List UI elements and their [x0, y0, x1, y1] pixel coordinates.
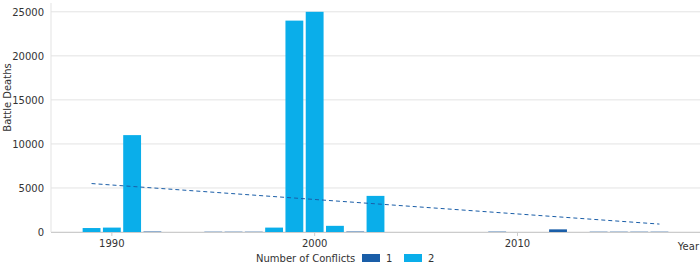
legend-swatch: [362, 254, 380, 262]
y-tick-label: 20000: [12, 51, 44, 62]
x-tick: [314, 232, 315, 236]
grid-line: [51, 11, 700, 12]
bar: [630, 231, 648, 232]
x-tick-label: 2010: [505, 238, 530, 249]
x-tick-label: 1990: [99, 238, 124, 249]
bar: [488, 231, 506, 232]
legend-swatch: [404, 254, 422, 262]
bar: [590, 231, 608, 232]
grid: [51, 12, 700, 232]
legend-title: Number of Conflicts: [256, 253, 355, 264]
y-axis-label: Battle Deaths: [2, 63, 13, 131]
legend-label: 1: [386, 253, 392, 264]
bar: [346, 231, 364, 232]
x-axis-line: [51, 232, 700, 233]
bar: [123, 135, 141, 232]
plot-area: [83, 12, 669, 232]
x-tick: [111, 232, 112, 236]
bar: [549, 229, 567, 232]
legend-label: 2: [428, 253, 434, 264]
bar: [265, 228, 283, 232]
bar: [610, 231, 628, 232]
y-tick-label: 25000: [12, 7, 44, 18]
chart: 0 5000 10000 15000 20000 25000 1990 2000 2010 Yea…: [0, 0, 700, 265]
bar: [204, 231, 222, 232]
bar: [326, 226, 344, 232]
y-tick-label: 15000: [12, 95, 44, 106]
bar: [103, 228, 121, 232]
y-axis-line: [51, 3, 52, 232]
y-tick-label: 10000: [12, 139, 44, 150]
grid-line: [51, 143, 700, 144]
bar: [143, 231, 161, 232]
grid-line: [51, 55, 700, 56]
grid-line: [51, 99, 700, 100]
bar: [367, 196, 385, 232]
bar: [245, 231, 263, 232]
legend: Number of Conflicts 1 2: [256, 253, 434, 264]
y-tick-label: 0: [38, 227, 44, 238]
bar: [285, 21, 303, 232]
x-axis-label: Year: [677, 241, 700, 252]
bar: [83, 228, 101, 232]
x-tick: [517, 232, 518, 236]
y-tick-label: 5000: [19, 183, 44, 194]
bar: [651, 231, 669, 232]
bar: [225, 231, 243, 232]
x-tick-label: 2000: [302, 238, 327, 249]
trend-line: [92, 184, 660, 225]
